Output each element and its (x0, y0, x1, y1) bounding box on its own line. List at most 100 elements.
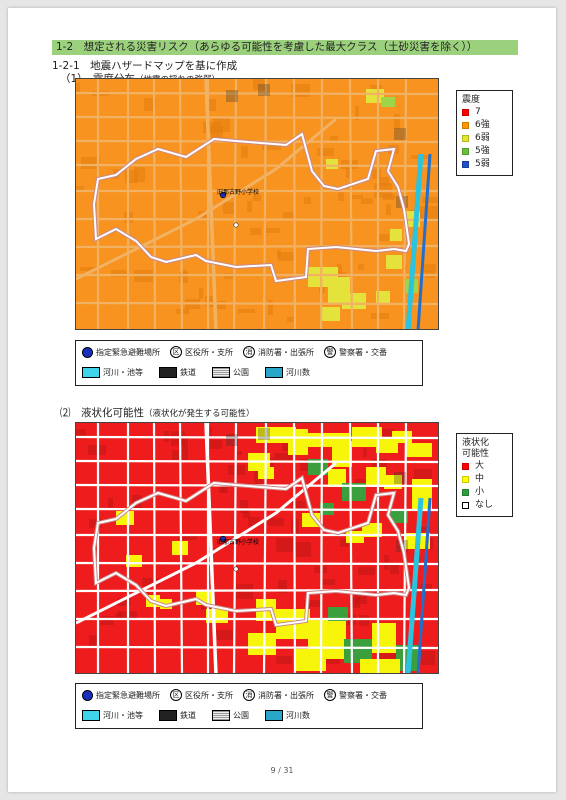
building (304, 600, 320, 607)
building (268, 300, 273, 315)
school-marker (219, 535, 227, 543)
railway-track (405, 153, 424, 329)
building (386, 204, 391, 215)
building (363, 448, 367, 457)
building (219, 481, 228, 493)
building (384, 555, 389, 570)
building (243, 508, 250, 518)
hazard-cell (406, 443, 432, 457)
river-count-icon (265, 710, 283, 721)
legend-item: 小 (462, 486, 507, 499)
symbol-item: 警警察署・交番 (324, 346, 387, 358)
map2-heading-note: （液状化が発生する可能性） (144, 409, 255, 419)
building (241, 146, 248, 158)
road-layer (76, 79, 438, 329)
river-count-icon (265, 367, 283, 378)
subsection-heading: 1-2-1 地震ハザードマップを基に作成 (52, 60, 238, 72)
road (76, 115, 438, 120)
building (304, 197, 311, 204)
legend-label: 小 (475, 487, 485, 497)
road (178, 79, 184, 329)
legend-item: なし (462, 499, 507, 512)
hazard-cell (332, 441, 352, 467)
symbol-item: 鉄道 (159, 710, 196, 721)
building (422, 197, 438, 203)
road (348, 423, 354, 673)
legend-swatch (462, 502, 469, 509)
building (421, 651, 435, 665)
hazard-cell (376, 291, 390, 303)
building (278, 252, 295, 261)
hazard-cell (326, 159, 338, 169)
symbol-label: 公園 (233, 711, 249, 720)
symbol-item: 区区役所・支所 (170, 689, 233, 701)
road (76, 301, 438, 306)
building (238, 309, 255, 313)
seismic-intensity-map[interactable]: 旧那古野小学校 (75, 78, 439, 330)
building (379, 429, 394, 438)
hazard-cell (206, 609, 228, 623)
symbol-item: 指定緊急避難場所 (82, 346, 160, 358)
symbol-item: 指定緊急避難場所 (82, 689, 160, 701)
symbol-label: 指定緊急避難場所 (96, 690, 160, 700)
document-page: 1-2 想定される災害リスク（あらゆる可能性を考慮した最大クラス（土砂災害を除く… (8, 8, 556, 792)
main-road (204, 423, 218, 673)
park-layer (226, 84, 408, 208)
road (76, 163, 438, 168)
building (292, 501, 305, 511)
building (250, 228, 261, 235)
road (232, 79, 238, 329)
railway-layer (405, 497, 432, 673)
river-pond-icon (82, 367, 100, 378)
symbol-item: 河川数 (265, 367, 310, 378)
symbol-label: 消防署・出張所 (258, 690, 314, 700)
building (355, 479, 369, 484)
liquefaction-map[interactable]: 旧那古野小学校 (75, 422, 439, 674)
road (178, 423, 184, 673)
legend-swatch (462, 476, 469, 483)
map2-heading: ⑵ 液状化可能性（液状化が発生する可能性） (60, 405, 255, 420)
building (171, 431, 185, 446)
building (142, 578, 160, 586)
building (383, 194, 395, 200)
building (294, 542, 311, 557)
building (338, 191, 344, 201)
building (350, 195, 363, 199)
railway-layer (405, 153, 432, 329)
building (377, 177, 389, 186)
building (89, 635, 98, 649)
legend-label: 大 (475, 461, 485, 471)
main-road (204, 79, 218, 329)
building (420, 206, 438, 220)
legend-swatch (462, 161, 469, 168)
railway-icon (159, 367, 177, 378)
legend-item: 7 (462, 106, 507, 119)
symbol-item: 河川数 (265, 710, 310, 721)
hazard-cell (386, 255, 402, 269)
legend-swatch (462, 148, 469, 155)
road (348, 79, 354, 329)
building (377, 234, 389, 241)
district-boundary (92, 132, 411, 283)
seismic-intensity-map-canvas (76, 79, 438, 329)
building (101, 616, 114, 625)
building (89, 519, 102, 528)
facility-marker (233, 566, 239, 572)
road (76, 645, 438, 650)
hazard-cell (288, 429, 308, 455)
liquefaction-legend-title-1: 液状化 (462, 438, 490, 448)
seismic-legend-title: 震度 (462, 95, 481, 105)
building (76, 83, 80, 93)
building (134, 167, 145, 182)
building (274, 453, 292, 463)
road (76, 244, 438, 249)
legend-item: 中 (462, 473, 507, 486)
building (108, 498, 113, 508)
building (208, 440, 222, 449)
symbol-item: 河川・池等 (82, 367, 143, 378)
road (76, 435, 438, 440)
hazard-cell (366, 467, 386, 485)
hazard-cell (308, 459, 328, 475)
hazard-patch-layer (308, 89, 420, 321)
section-title-bar: 1-2 想定される災害リスク（あらゆる可能性を考慮した最大クラス（土砂災害を除く… (52, 40, 518, 55)
